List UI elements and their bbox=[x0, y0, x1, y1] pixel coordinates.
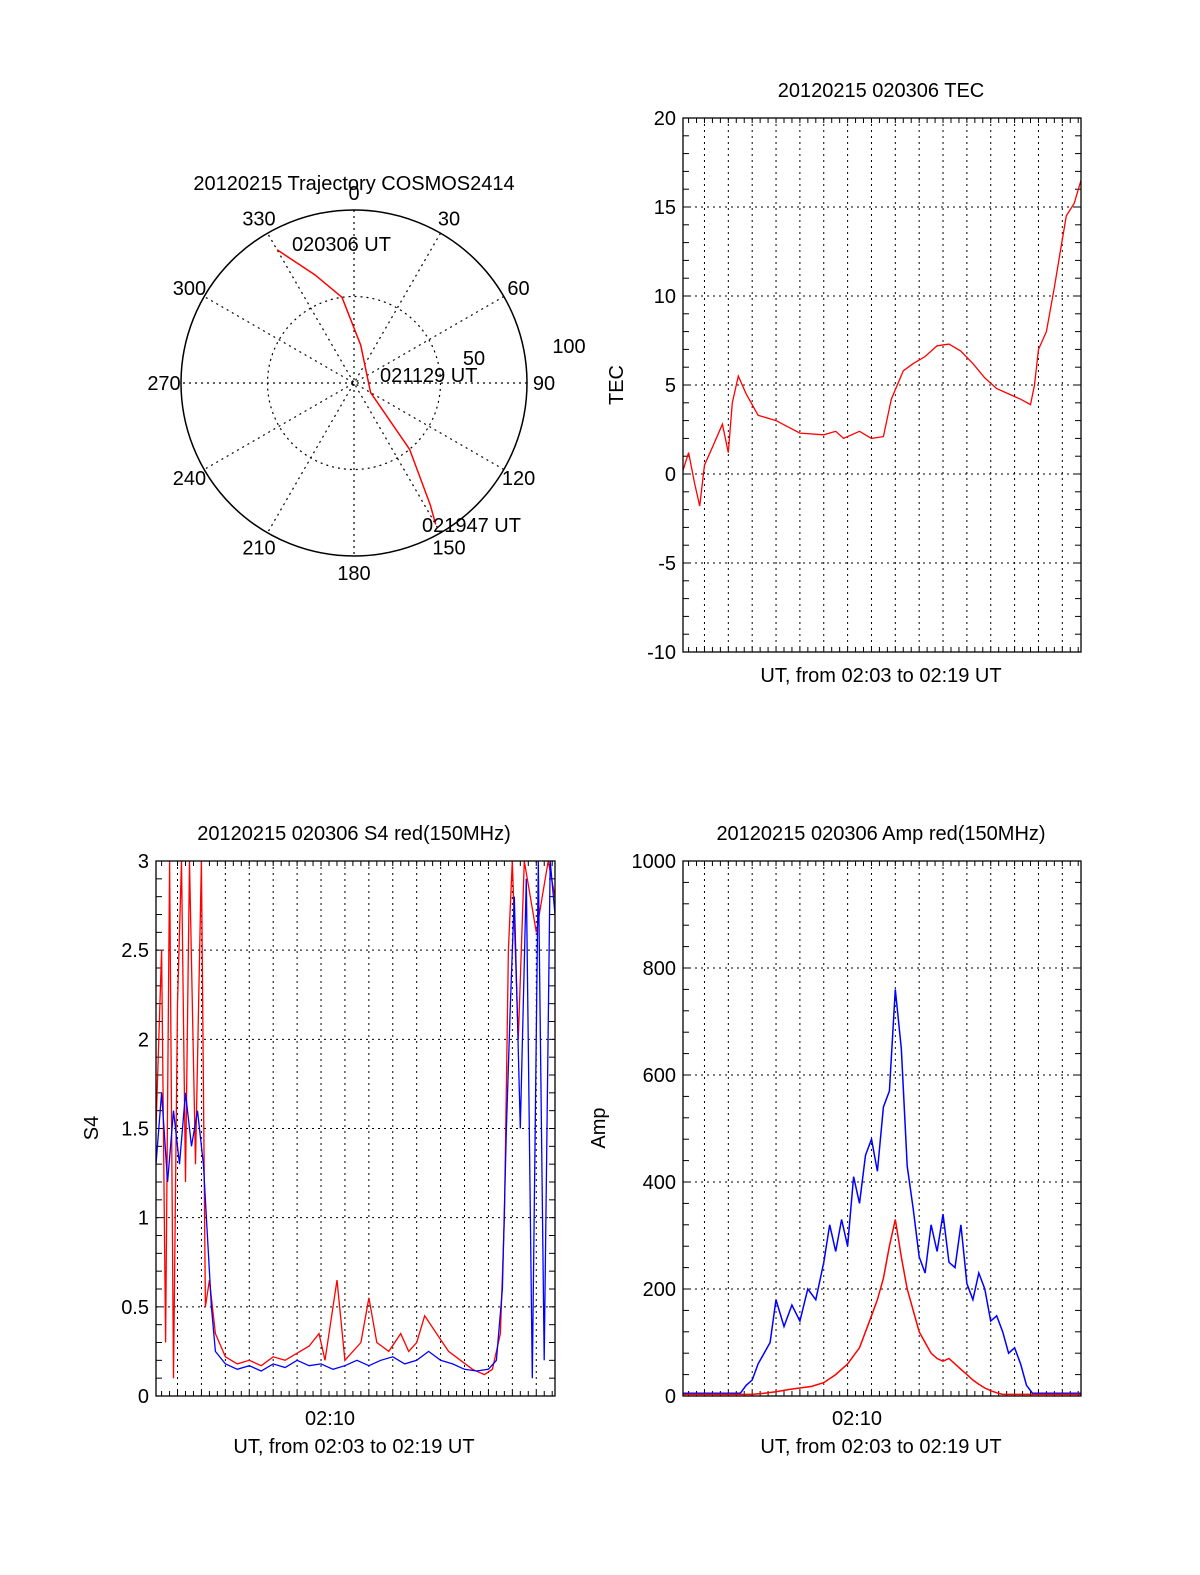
polar-azimuth-label: 240 bbox=[173, 468, 206, 490]
amp-xtick-label: 02:10 bbox=[832, 1408, 882, 1430]
amp-series-blue bbox=[683, 989, 1081, 1395]
s4-ytick-label: 0.5 bbox=[121, 1297, 149, 1319]
s4-chart: 20120215 020306 S4 red(150MHz) 02:10 UT,… bbox=[81, 823, 556, 1458]
amp-xlabel: UT, from 02:03 to 02:19 UT bbox=[760, 1436, 1001, 1458]
polar-azimuth-label: 30 bbox=[438, 208, 460, 230]
s4-ytick-label: 2.5 bbox=[121, 940, 149, 962]
tec-ytick-label: -10 bbox=[647, 642, 676, 664]
polar-azimuth-label: 330 bbox=[242, 208, 275, 230]
amp-ytick-label: 600 bbox=[643, 1065, 676, 1087]
polar-annotation: 021129 UT bbox=[380, 365, 477, 387]
amp-series-red bbox=[683, 1219, 1081, 1396]
tec-xlabel: UT, from 02:03 to 02:19 UT bbox=[760, 665, 1001, 687]
polar-spoke bbox=[266, 232, 442, 534]
polar-spoke bbox=[203, 295, 505, 471]
amp-ylabel: Amp bbox=[588, 1107, 610, 1148]
polar-azimuth-label: 180 bbox=[337, 563, 370, 585]
amp-chart: 20120215 020306 Amp red(150MHz) 02:10 UT… bbox=[588, 823, 1082, 1458]
polar-title: 20120215 Trajectory COSMOS2414 bbox=[193, 173, 514, 195]
polar-azimuth-label: 120 bbox=[502, 468, 535, 490]
polar-spoke bbox=[203, 295, 505, 471]
s4-ytick-label: 1 bbox=[138, 1208, 149, 1230]
tec-ytick-label: -5 bbox=[658, 553, 676, 575]
polar-trajectory-line bbox=[276, 249, 437, 525]
s4-series-red bbox=[156, 861, 555, 1379]
polar-azimuth-label: 150 bbox=[432, 538, 465, 560]
polar-spoke bbox=[266, 232, 442, 534]
s4-ytick-label: 2 bbox=[138, 1029, 149, 1051]
amp-frame bbox=[682, 860, 1082, 1397]
amp-ytick-label: 400 bbox=[643, 1172, 676, 1194]
s4-xlabel: UT, from 02:03 to 02:19 UT bbox=[233, 1436, 474, 1458]
polar-azimuth-label: 300 bbox=[173, 278, 206, 300]
tec-ytick-label: 15 bbox=[654, 197, 676, 219]
s4-ylabel: S4 bbox=[81, 1116, 103, 1140]
tec-ytick-label: 5 bbox=[665, 375, 676, 397]
polar-radius-label: 50 bbox=[463, 348, 485, 370]
tec-ytick-label: 10 bbox=[654, 286, 676, 308]
polar-azimuth-label: 0 bbox=[348, 183, 359, 205]
polar-radius-label: 100 bbox=[552, 336, 585, 358]
s4-series-blue bbox=[156, 861, 555, 1379]
tec-frame bbox=[682, 117, 1082, 653]
polar-azimuth-label: 90 bbox=[533, 373, 555, 395]
polar-azimuth-label: 210 bbox=[242, 538, 275, 560]
polar-annotation: 021947 UT bbox=[422, 515, 521, 537]
s4-ytick-label: 1.5 bbox=[121, 1119, 149, 1141]
tec-ytick-label: 0 bbox=[665, 464, 676, 486]
amp-ytick-label: 200 bbox=[643, 1279, 676, 1301]
amp-title: 20120215 020306 Amp red(150MHz) bbox=[716, 823, 1045, 845]
polar-annotation: 020306 UT bbox=[292, 234, 391, 256]
tec-ytick-label: 20 bbox=[654, 108, 676, 130]
tec-chart: 20120215 020306 TEC UT, from 02:03 to 02… bbox=[606, 80, 1082, 687]
amp-ytick-label: 800 bbox=[643, 958, 676, 980]
tec-title: 20120215 020306 TEC bbox=[778, 80, 984, 102]
polar-azimuth-label: 270 bbox=[147, 373, 180, 395]
amp-ytick-label: 1000 bbox=[632, 851, 677, 873]
polar-azimuth-label: 60 bbox=[507, 278, 529, 300]
s4-ytick-label: 0 bbox=[138, 1386, 149, 1408]
amp-ytick-label: 0 bbox=[665, 1386, 676, 1408]
polar-trajectory-chart: 20120215 Trajectory COSMOS2414 0 30 60 90 12… bbox=[147, 173, 585, 585]
tec-series-red bbox=[683, 180, 1081, 507]
s4-xtick-label: 02:10 bbox=[305, 1408, 355, 1430]
s4-title: 20120215 020306 S4 red(150MHz) bbox=[197, 823, 511, 845]
s4-frame bbox=[155, 860, 556, 1397]
tec-ylabel: TEC bbox=[606, 365, 628, 405]
s4-ytick-label: 3 bbox=[138, 851, 149, 873]
